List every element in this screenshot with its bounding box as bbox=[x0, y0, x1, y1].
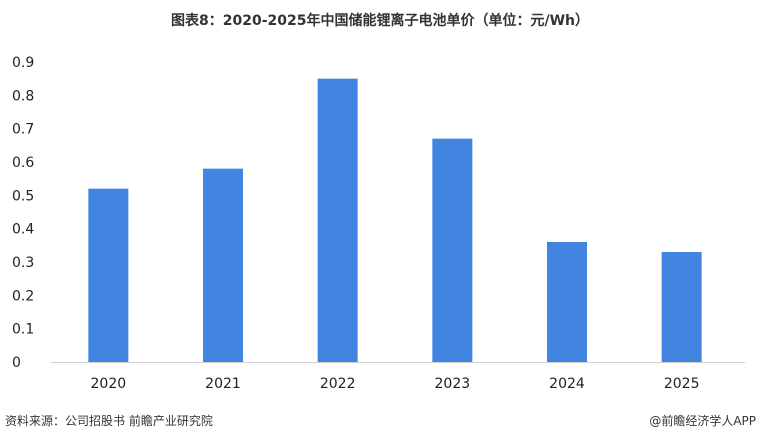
x-tick-label: 2025 bbox=[664, 376, 700, 392]
x-tick-label: 2022 bbox=[320, 376, 356, 392]
y-tick-label: 0.2 bbox=[12, 288, 34, 304]
y-tick-label: 0.6 bbox=[12, 155, 34, 171]
y-tick-label: 0.4 bbox=[12, 222, 34, 238]
credit: @前瞻经济学人APP bbox=[649, 414, 756, 428]
y-tick-label: 0.8 bbox=[12, 88, 34, 104]
bar-2025 bbox=[661, 252, 702, 362]
y-tick-label: 0.7 bbox=[12, 122, 34, 138]
chart-title: 图表8：2020-2025年中国储能锂离子电池单价（单位：元/Wh） bbox=[170, 13, 589, 29]
x-tick-label: 2023 bbox=[435, 376, 471, 392]
y-tick-label: 0.1 bbox=[12, 322, 34, 338]
y-tick-label: 0.5 bbox=[12, 188, 34, 204]
y-tick-label: 0.9 bbox=[12, 55, 34, 71]
bar-2024 bbox=[547, 242, 587, 362]
source-note: 资料来源：公司招股书 前瞻产业研究院 bbox=[5, 414, 213, 428]
bar-2020 bbox=[88, 188, 129, 362]
x-tick-label: 2020 bbox=[91, 376, 127, 392]
bar-2022 bbox=[317, 78, 358, 363]
y-tick-label: 0.3 bbox=[12, 255, 34, 271]
y-tick-label: 0 bbox=[12, 355, 21, 371]
x-tick-label: 2024 bbox=[549, 376, 585, 392]
bar-2021 bbox=[203, 168, 243, 362]
x-tick-label: 2021 bbox=[205, 376, 241, 392]
bar-2023 bbox=[432, 138, 473, 362]
